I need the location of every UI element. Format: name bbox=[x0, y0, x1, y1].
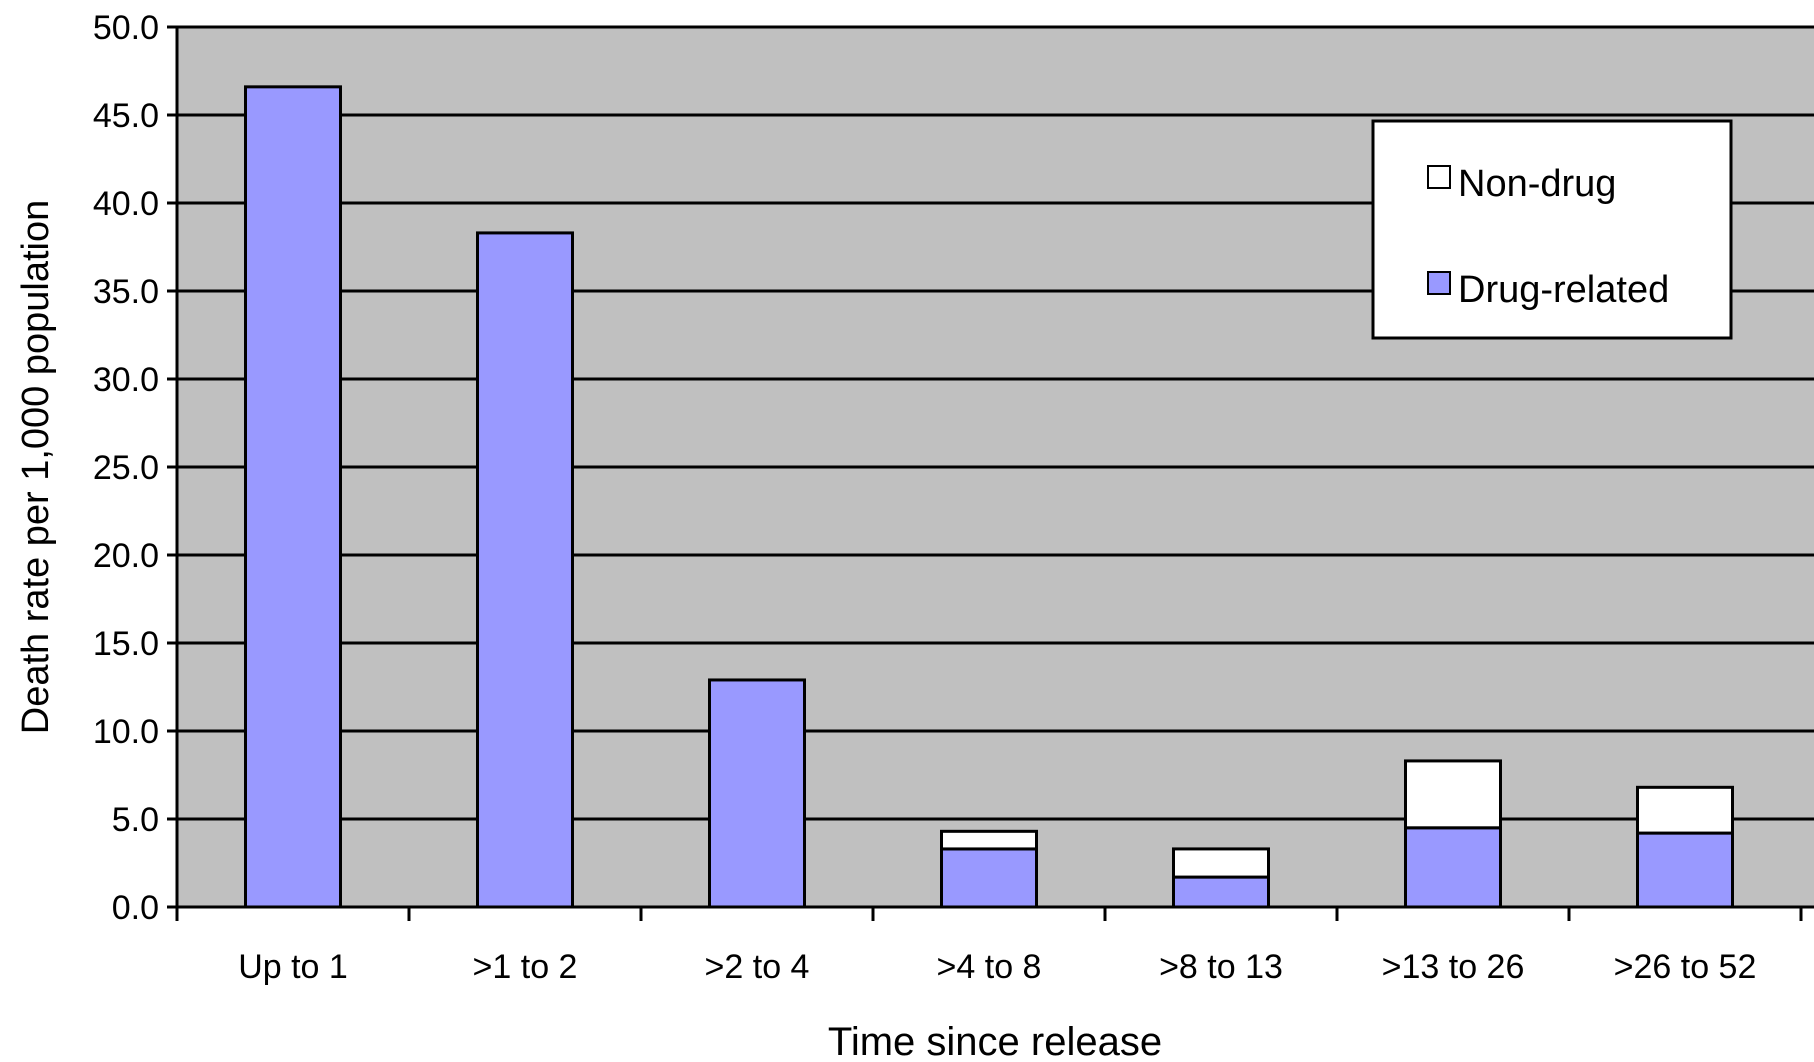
y-tick-label: 45.0 bbox=[93, 97, 159, 135]
bar-drug-related bbox=[244, 85, 342, 909]
y-tick-label: 25.0 bbox=[93, 449, 159, 487]
x-tick-label: >1 to 2 bbox=[473, 948, 578, 986]
legend-swatch-drug-related bbox=[1427, 271, 1451, 295]
y-tick-label: 30.0 bbox=[93, 361, 159, 399]
legend-label-drug-related: Drug-related bbox=[1458, 269, 1669, 311]
x-tick-label: >13 to 26 bbox=[1382, 948, 1525, 986]
bar-drug-related bbox=[940, 847, 1038, 909]
y-tick-label: 10.0 bbox=[93, 713, 159, 751]
y-tick-label: 5.0 bbox=[112, 801, 159, 839]
x-tick-label: >4 to 8 bbox=[937, 948, 1042, 986]
legend: Non-drug Drug-related bbox=[1371, 119, 1733, 340]
y-tick-label: 0.0 bbox=[112, 889, 159, 927]
y-tick-label: 20.0 bbox=[93, 537, 159, 575]
bar-non-drug bbox=[1636, 785, 1734, 835]
bar-drug-related bbox=[1172, 875, 1270, 909]
bar-non-drug bbox=[940, 829, 1038, 851]
bar-drug-related bbox=[1636, 831, 1734, 909]
y-axis-ticks: 0.0 5.0 10.0 15.0 20.0 25.0 30.0 35.0 40.0 45.0 50… bbox=[93, 9, 177, 927]
legend-label-non-drug: Non-drug bbox=[1458, 163, 1616, 205]
x-tick-label: >2 to 4 bbox=[705, 948, 810, 986]
x-axis-ticks: Up to 1 >1 to 2 >2 to 4 >4 to 8 >8 to 13 >13 … bbox=[175, 907, 1803, 986]
x-tick-label: >26 to 52 bbox=[1614, 948, 1757, 986]
bar-drug-related bbox=[476, 231, 574, 909]
y-axis-title: Death rate per 1,000 population bbox=[15, 200, 57, 735]
x-tick-label: >8 to 13 bbox=[1159, 948, 1283, 986]
bar-drug-related bbox=[1404, 826, 1502, 909]
bar-non-drug bbox=[1404, 759, 1502, 830]
x-tick-label: Up to 1 bbox=[238, 948, 348, 986]
y-tick-label: 50.0 bbox=[93, 9, 159, 47]
legend-swatch-non-drug bbox=[1427, 165, 1451, 189]
y-tick-label: 15.0 bbox=[93, 625, 159, 663]
x-axis-title: Time since release bbox=[828, 1020, 1162, 1062]
bar-drug-related bbox=[708, 678, 806, 909]
y-tick-label: 40.0 bbox=[93, 185, 159, 223]
bar-non-drug bbox=[1172, 847, 1270, 879]
legend-box bbox=[1371, 119, 1733, 340]
y-tick-label: 35.0 bbox=[93, 273, 159, 311]
bars bbox=[244, 85, 1734, 909]
